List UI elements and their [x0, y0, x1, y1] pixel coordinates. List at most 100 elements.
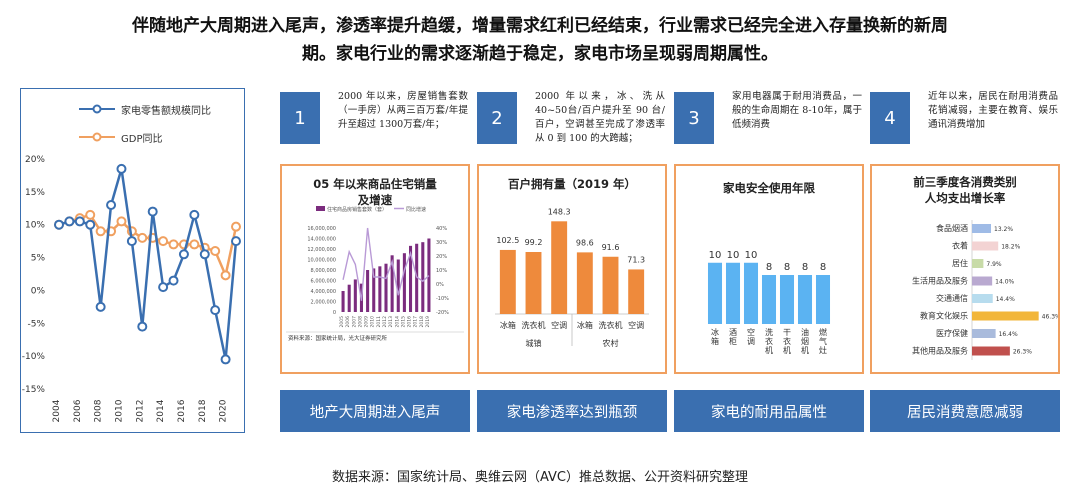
- consumption-value-label: 26.3%: [1013, 349, 1032, 356]
- appliance-data-point: [137, 321, 148, 332]
- x-tick-label: 2010: [114, 399, 124, 422]
- panel-lifespan: 家电安全使用年限 10 冰箱 10 酒柜 10 空调 8 洗衣机 8 干衣机 8 油烟机 8 燃气灶: [674, 164, 864, 374]
- consumption-category-label: 居住: [952, 258, 968, 268]
- lifespan-bar: [743, 262, 759, 324]
- x-tick-label: 2006: [73, 399, 83, 422]
- summary-button-consumption[interactable]: 居民消费意愿减弱: [870, 390, 1060, 432]
- housing-footnote: 资料来源：国家统计局，光大证券研究所: [288, 334, 388, 342]
- housing-sales-bar: [341, 291, 345, 312]
- consumption-bar: [972, 276, 993, 286]
- panel-consumption: 前三季度各消费类别人均支出增长率 食品烟酒 13.2% 衣着 18.2% 居住 7.9% 生…: [870, 164, 1060, 374]
- gdp-data-point: [137, 232, 148, 243]
- point-number-2: 2: [477, 92, 517, 144]
- gdp-data-point: [189, 239, 200, 250]
- legend-item-gdp: GDP同比: [79, 127, 211, 147]
- ownership-category-label: 冰箱: [577, 320, 593, 330]
- housing-legend-label-growth: 同比增速: [406, 206, 426, 213]
- housing-x-tick-label: 2014: [394, 316, 400, 328]
- lifespan-bar: [707, 262, 723, 324]
- appliance-data-point: [168, 275, 179, 286]
- x-tick-label: 2008: [94, 399, 104, 422]
- housing-y-tick-label: 6,000,000: [311, 279, 336, 285]
- housing-y-tick-label: 2,000,000: [311, 300, 336, 306]
- housing-x-tick-label: 2008: [357, 316, 363, 328]
- point-number-3: 3: [674, 92, 714, 144]
- lifespan-chart-title: 家电安全使用年限: [723, 181, 815, 195]
- consumption-category-label: 衣着: [952, 241, 968, 251]
- housing-y2-tick-label: 30%: [436, 240, 447, 246]
- housing-y2-tick-label: 10%: [436, 268, 447, 274]
- ownership-category-label: 空调: [628, 320, 644, 330]
- y-tick-label: -15%: [22, 385, 46, 395]
- lifespan-category-label: 灶: [819, 345, 827, 355]
- lifespan-category-label: 箱: [711, 336, 719, 346]
- ownership-category-label: 冰箱: [500, 320, 516, 330]
- housing-sales-bar: [384, 263, 388, 312]
- consumption-value-label: 14.0%: [995, 279, 1014, 286]
- lifespan-category-label: 调: [747, 337, 755, 346]
- lifespan-category-label: 烟: [801, 337, 809, 346]
- ownership-value-label: 91.6: [602, 243, 620, 252]
- lifespan-category-label: 燃: [819, 327, 827, 337]
- housing-sales-bar: [427, 238, 431, 312]
- housing-y-tick-label: 16,000,000: [307, 226, 336, 232]
- point-text-4: 近年以来，居民在耐用消费品花销减弱，主要在教育、娱乐通讯消费增加: [928, 91, 1058, 130]
- consumption-value-label: 18.2%: [1001, 244, 1020, 251]
- summary-button-real-estate[interactable]: 地产大周期进入尾声: [280, 390, 470, 432]
- y-tick-label: -5%: [27, 319, 45, 329]
- lifespan-category-label: 机: [801, 345, 809, 355]
- legend-label-appliance: 家电零售额规模同比: [121, 105, 211, 117]
- appliance-data-point: [85, 219, 96, 230]
- lifespan-category-label: 衣: [765, 336, 773, 346]
- lifespan-value-label: 8: [784, 262, 790, 273]
- housing-y-tick-label: 10,000,000: [307, 258, 336, 264]
- ownership-bar: [628, 269, 645, 314]
- housing-sales-bar: [378, 266, 382, 312]
- appliance-data-point: [106, 200, 117, 210]
- lifespan-bar: [779, 275, 795, 324]
- y-tick-label: 5%: [31, 254, 46, 264]
- lifespan-category-label: 洗: [765, 327, 773, 337]
- summary-button-durable[interactable]: 家电的耐用品属性: [674, 390, 864, 432]
- panel-housing-sales: 05 年以来商品住宅销量及增速 住宅商品房销售套数（套） 同比增速 16,000,0…: [280, 164, 470, 374]
- panel-ownership: 百户拥有量（2019 年） 102.5 冰箱 99.2 洗衣机 148.3 空调 98.6 冰…: [477, 164, 667, 374]
- housing-y2-tick-label: 20%: [436, 254, 447, 260]
- housing-x-tick-label: 2017: [413, 316, 419, 328]
- legend-item-appliance: 家电零售额规模同比: [79, 99, 211, 119]
- consumption-bar: [972, 224, 992, 233]
- lifespan-bar: [815, 275, 831, 324]
- consumption-category-label: 食品烟酒: [936, 223, 968, 233]
- x-tick-label: 2012: [135, 400, 145, 423]
- point-text-3: 家用电器属于耐用消费品，一般的生命周期在 8-10年，属于低频消费: [732, 91, 862, 130]
- gdp-data-point: [158, 236, 169, 247]
- consumption-category-label: 教育文化娱乐: [920, 311, 968, 321]
- x-tick-label: 2004: [52, 399, 62, 422]
- legend-label-gdp: GDP同比: [121, 133, 163, 145]
- page-title: 伴随地产大周期进入尾声，渗透率提升趋缓，增量需求红利已经结束，行业需求已经完全进…: [0, 12, 1080, 68]
- ownership-bar: [499, 249, 516, 314]
- point-number-4: 4: [870, 92, 910, 144]
- housing-sales-bar: [390, 255, 394, 312]
- housing-legend-swatch: [316, 206, 325, 211]
- lifespan-category-label: 柜: [729, 336, 737, 346]
- summary-button-penetration[interactable]: 家电渗透率达到瓶颈: [477, 390, 667, 432]
- ownership-group-label: 农村: [603, 338, 619, 348]
- lifespan-value-label: 8: [766, 262, 772, 273]
- appliance-data-point: [126, 236, 137, 247]
- lifespan-category-label: 机: [765, 345, 773, 355]
- ownership-group-label: 城镇: [526, 338, 542, 348]
- gdp-data-point: [220, 270, 231, 281]
- ownership-chart-plot: 102.5 冰箱 99.2 洗衣机 148.3 空调 98.6 冰箱 91.6 洗衣机 71.3 空调…: [495, 207, 649, 348]
- appliance-data-point: [231, 236, 241, 247]
- housing-sales-bar: [409, 245, 413, 312]
- ownership-bar: [602, 256, 619, 314]
- appliance-data-point: [147, 206, 158, 217]
- point-4: 4 近年以来，居民在耐用消费品花销减弱，主要在教育、娱乐通讯消费增加: [870, 90, 1060, 160]
- housing-sales-bar: [347, 284, 351, 312]
- housing-sales-bar: [366, 270, 370, 312]
- housing-x-tick-label: 2015: [400, 316, 406, 328]
- housing-x-tick-label: 2019: [425, 316, 431, 328]
- ownership-category-label: 洗衣机: [522, 320, 546, 330]
- appliance-data-point: [74, 216, 85, 227]
- growth-line-chart: 家电零售额规模同比 GDP同比 20% 15% 10% 5% 0% -5% -10% -15%…: [20, 88, 245, 433]
